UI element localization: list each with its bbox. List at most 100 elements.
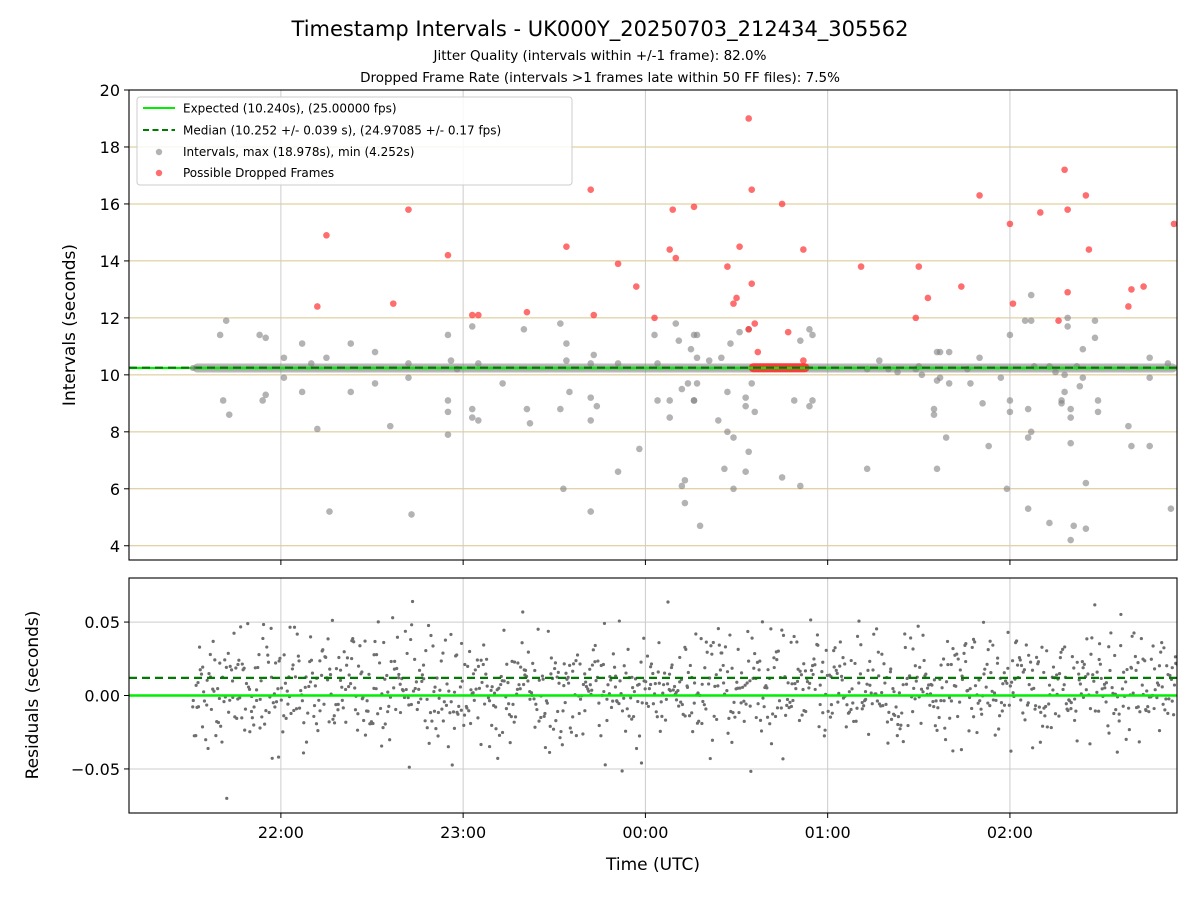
residual-point <box>1172 683 1177 687</box>
residual-point <box>394 707 398 712</box>
residual-point <box>627 714 631 718</box>
residual-point <box>1033 707 1037 711</box>
interval-point <box>863 465 871 473</box>
residual-point <box>937 715 941 720</box>
residual-point <box>980 712 984 716</box>
residual-point <box>784 713 788 717</box>
residual-point <box>1075 739 1079 743</box>
interval-point <box>526 419 534 427</box>
residual-point <box>686 670 690 675</box>
interval-point <box>298 388 306 396</box>
residual-point <box>226 651 230 655</box>
interval-point <box>614 468 622 475</box>
residual-point <box>630 675 634 679</box>
residual-point <box>649 682 653 687</box>
residual-point <box>332 714 336 718</box>
residual-point <box>956 657 960 661</box>
residual-point <box>690 711 694 715</box>
residual-point <box>467 709 471 713</box>
residual-point <box>279 686 284 690</box>
residual-point <box>886 741 890 745</box>
residual-point <box>945 639 950 644</box>
interval-point <box>1061 388 1068 396</box>
residual-point <box>646 704 651 709</box>
residual-point <box>385 673 389 678</box>
residual-point <box>933 724 937 728</box>
residual-point <box>494 727 498 731</box>
residual-point <box>428 710 433 715</box>
residual-point <box>916 624 920 628</box>
residual-point <box>307 684 311 689</box>
residual-point <box>1103 686 1107 690</box>
residual-point <box>944 680 949 684</box>
residual-point <box>1166 711 1170 716</box>
residual-point <box>1138 710 1142 714</box>
residual-point <box>300 699 304 703</box>
residual-point <box>895 734 899 738</box>
residual-point <box>1097 657 1101 662</box>
residual-point <box>865 682 869 686</box>
residual-point <box>743 683 747 687</box>
interval-point <box>1027 291 1035 299</box>
residual-point <box>502 679 506 683</box>
residual-point <box>877 674 881 678</box>
residual-point <box>885 720 890 724</box>
dropped-frame-point <box>563 243 570 250</box>
dropped-frame-point <box>632 283 640 290</box>
residual-point <box>973 640 977 644</box>
interval-point <box>1058 400 1065 407</box>
residual-point <box>971 637 976 641</box>
interval-point <box>563 357 570 364</box>
residual-point <box>997 714 1002 718</box>
residual-point <box>569 730 574 734</box>
residual-point <box>1008 684 1012 688</box>
residual-point <box>1051 665 1056 669</box>
interval-point <box>724 428 731 436</box>
residual-point <box>807 686 811 690</box>
residual-point <box>318 709 322 713</box>
residual-point <box>507 702 511 706</box>
interval-point <box>675 337 683 344</box>
interval-point <box>1079 345 1087 353</box>
residual-point <box>410 599 415 604</box>
residual-point <box>463 662 467 667</box>
residual-point <box>896 722 900 727</box>
residual-point <box>455 653 459 657</box>
residual-point <box>888 670 893 674</box>
residual-point <box>260 715 264 719</box>
residual-point <box>344 687 348 692</box>
residual-point <box>1034 704 1038 708</box>
residual-point <box>516 661 520 665</box>
residual-point <box>1047 702 1051 706</box>
residual-point <box>571 662 576 666</box>
residual-point <box>284 716 288 721</box>
residual-point <box>420 673 424 677</box>
interval-point <box>523 405 531 413</box>
residual-point <box>436 734 440 738</box>
residual-point <box>611 699 615 703</box>
residual-point <box>631 686 635 690</box>
residual-point <box>376 712 380 716</box>
interval-point <box>1076 382 1084 390</box>
residual-point <box>469 688 473 692</box>
interval-point <box>475 417 482 424</box>
dropped-frame-point <box>924 294 932 302</box>
residual-point <box>1152 667 1157 671</box>
residual-point <box>986 648 990 652</box>
residual-point <box>535 707 539 712</box>
residual-point <box>812 657 816 661</box>
residual-point <box>259 679 263 683</box>
residual-point <box>382 640 386 645</box>
residual-point <box>1080 659 1084 664</box>
residual-point <box>931 699 935 704</box>
residual-point <box>1061 687 1065 692</box>
interval-point <box>636 445 643 453</box>
dropped-frame-point <box>748 280 756 287</box>
residual-point <box>542 714 546 718</box>
residual-point <box>991 643 995 647</box>
residual-point <box>303 685 307 689</box>
residual-point <box>497 733 502 737</box>
interval-point <box>751 408 759 416</box>
residual-point <box>611 652 615 656</box>
interval-point <box>444 331 452 339</box>
